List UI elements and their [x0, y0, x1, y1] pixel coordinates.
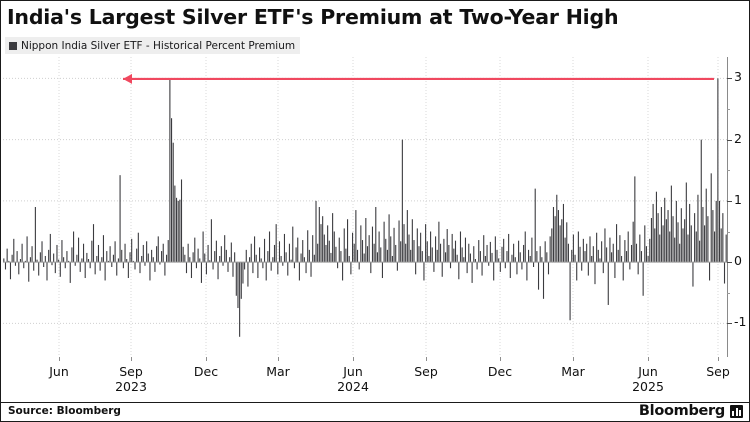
x-tick-label: Dec: [193, 364, 219, 379]
x-tick: [353, 357, 354, 361]
x-tick-label: Sep: [706, 364, 730, 379]
y-tick-label: 3: [734, 69, 742, 85]
chart-legend: Nippon India Silver ETF - Historical Per…: [5, 37, 301, 54]
y-tick-major: [727, 323, 732, 325]
y-tick-label: 0: [734, 253, 742, 269]
x-tick: [718, 357, 719, 361]
x-tick-label: Sep: [414, 364, 438, 379]
y-tick-major: [727, 139, 732, 141]
x-tick-label: Sep: [119, 364, 143, 379]
x-tick: [206, 357, 207, 361]
x-tick-label: Jun: [49, 364, 69, 379]
x-tick-label: Jun: [343, 364, 363, 379]
x-tick: [278, 357, 279, 361]
brand-name: Bloomberg: [638, 403, 725, 419]
x-axis: Jun Sep 2023 Dec Mar Jun 2024 Sep Dec Mar Jun 2025 S…: [1, 357, 750, 403]
y-tick-major: [727, 262, 732, 264]
bar-chart-svg: [3, 57, 727, 357]
x-tick-label: Mar: [561, 364, 585, 379]
x-tick: [426, 357, 427, 361]
y-tick-minor: [727, 292, 730, 294]
y-axis-line: [727, 57, 728, 357]
y-tick-label: 2: [734, 130, 742, 146]
x-tick: [131, 357, 132, 361]
x-tick-year-label: 2024: [337, 379, 369, 394]
source-label: Source: Bloomberg: [8, 405, 121, 417]
y-axis: 3 2 1 0 -1: [727, 57, 750, 357]
gridlines: [3, 57, 727, 357]
bloomberg-logo-icon: [730, 404, 743, 418]
legend-label: Nippon India Silver ETF - Historical Per…: [21, 39, 296, 52]
x-tick-label: Mar: [266, 364, 290, 379]
x-tick-year-label: 2023: [115, 379, 147, 394]
x-tick-label: Dec: [487, 364, 513, 379]
annotation-arrow: [123, 73, 714, 84]
chart-plot-area: [3, 57, 727, 357]
y-tick-minor: [727, 170, 730, 172]
x-tick: [59, 357, 60, 361]
y-tick-major: [727, 78, 732, 80]
x-tick: [573, 357, 574, 361]
y-tick-major: [727, 200, 732, 202]
bar-series: [3, 78, 727, 337]
x-tick: [500, 357, 501, 361]
legend-swatch: [9, 41, 17, 50]
y-tick-minor: [727, 231, 730, 233]
y-tick-minor: [727, 109, 730, 110]
bloomberg-brand: Bloomberg: [639, 403, 743, 419]
y-tick-label: -1: [734, 314, 747, 330]
x-tick: [648, 357, 649, 361]
footer-divider: [1, 402, 750, 403]
y-tick-label: 1: [734, 191, 742, 207]
x-tick-label: Jun: [638, 364, 658, 379]
page-title: India's Largest Silver ETF's Premium at …: [7, 5, 619, 29]
x-tick-year-label: 2025: [632, 379, 664, 394]
